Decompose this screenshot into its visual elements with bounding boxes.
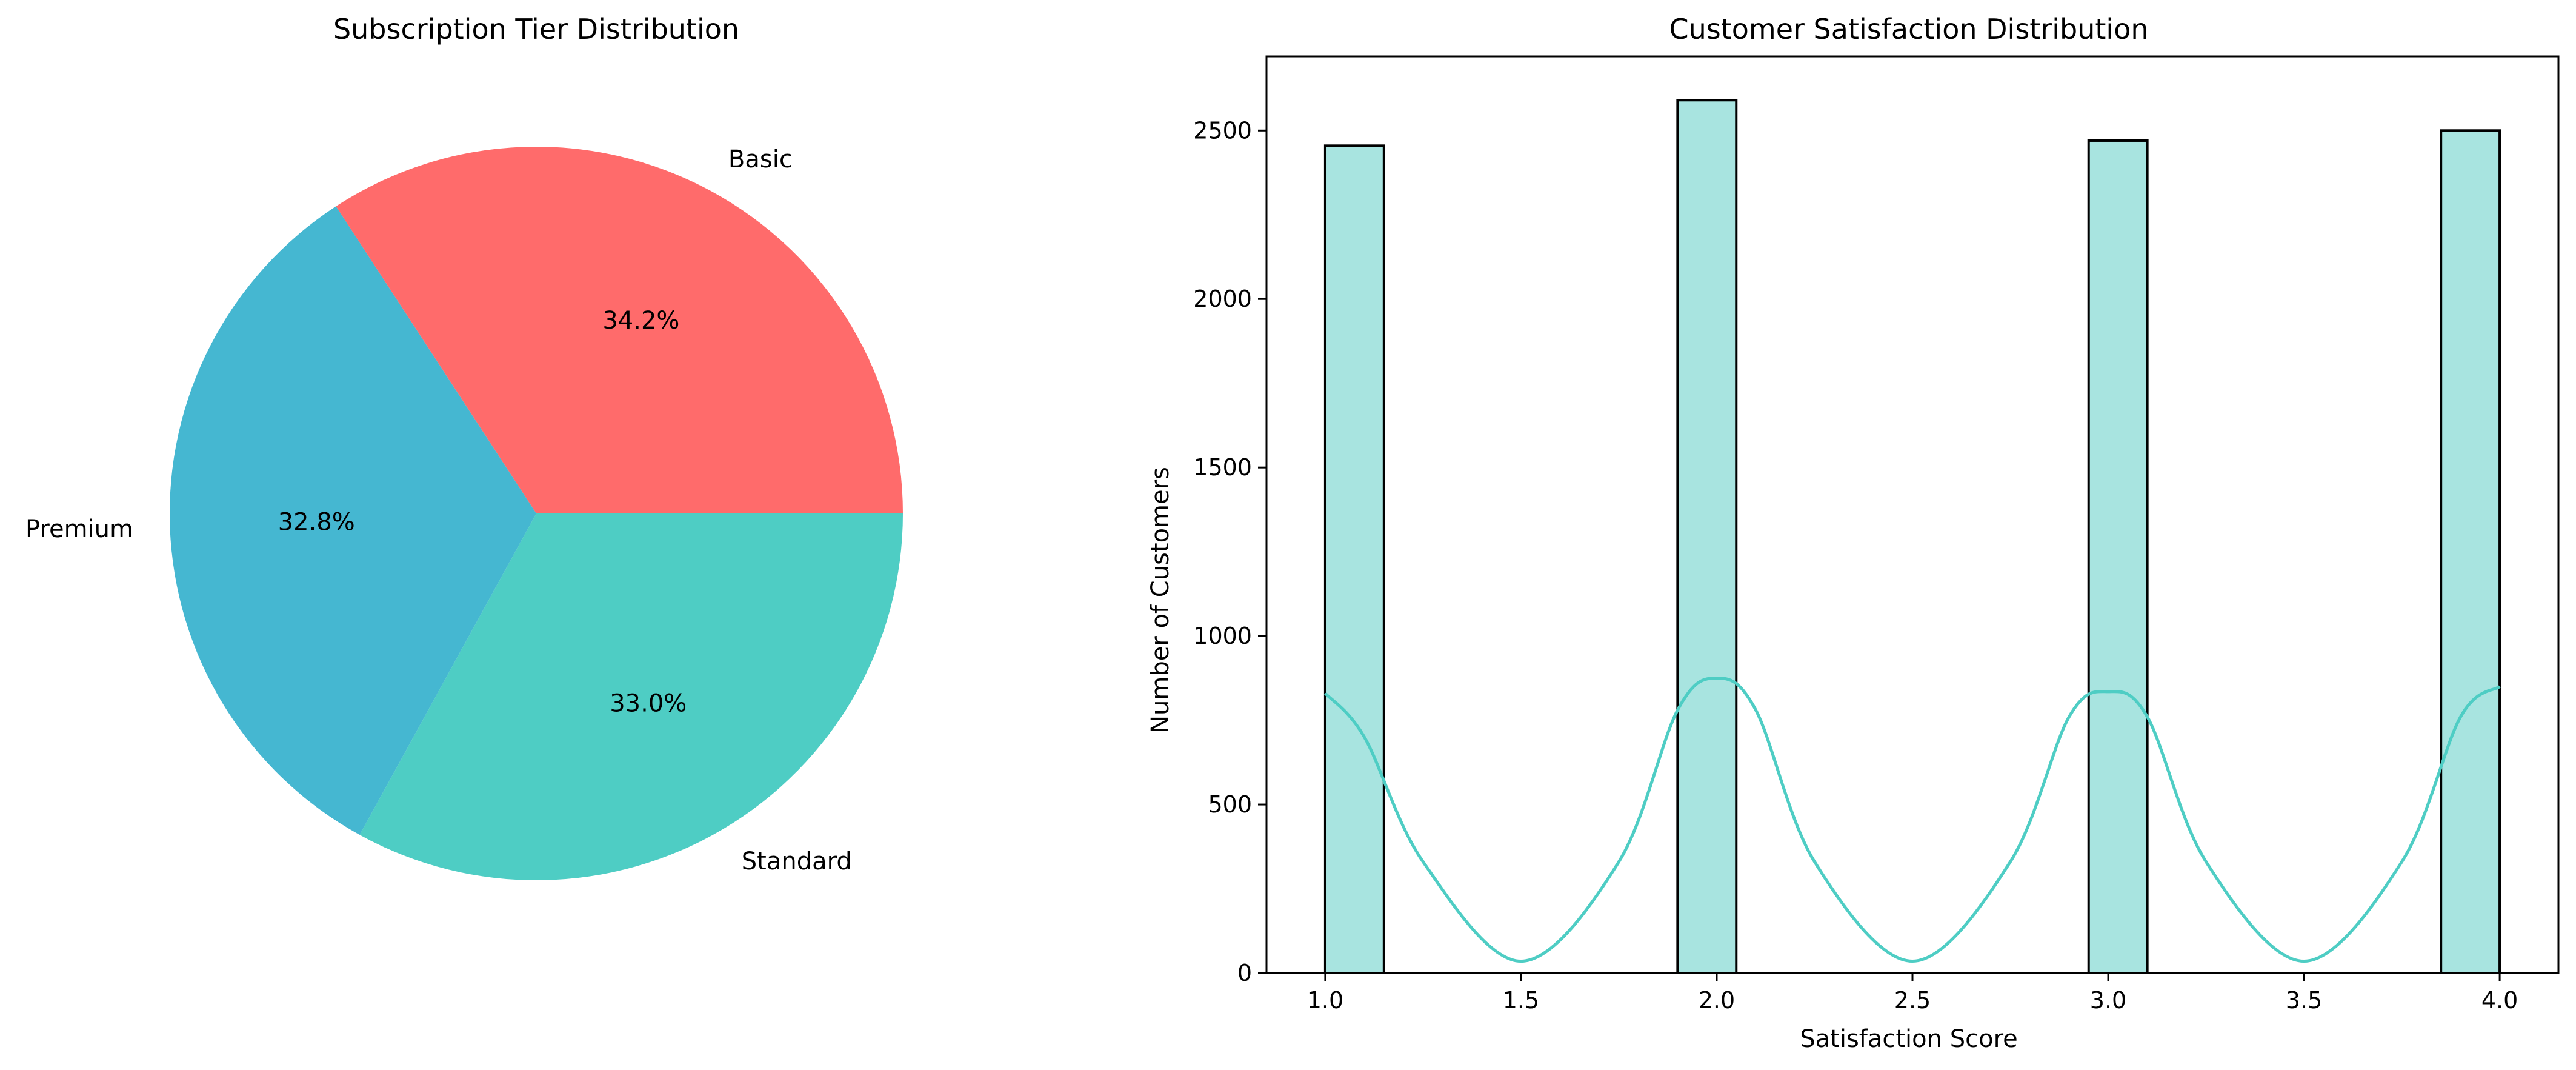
x-tick-label: 1.0	[1307, 987, 1343, 1014]
pie-percent-label-basic: 34.2%	[602, 307, 679, 335]
y-axis-ticks: 0 500 1000 1500 2000 2500	[1193, 117, 1266, 986]
histogram-bar-4	[2440, 129, 2501, 975]
x-tick-label: 2.5	[1894, 987, 1931, 1014]
histogram-bar-1	[1323, 144, 1385, 974]
pie-label-basic: Basic	[728, 145, 793, 173]
pie-chart: Subscription Tier Distribution Basic 34.2…	[25, 13, 903, 880]
pie-labels: Basic 34.2% Premium 32.8% Standard 33.0%	[25, 145, 852, 875]
histogram-chart: Customer Satisfaction Distribution 1.0 1.…	[1147, 13, 2560, 1053]
x-tick-label: 3.5	[2286, 987, 2322, 1014]
y-tick-label: 2000	[1193, 286, 1252, 312]
pie-percent-label-premium: 32.8%	[278, 509, 355, 537]
plot-area-frame	[1265, 55, 2560, 974]
histogram-bars	[1323, 99, 2501, 975]
pie-percent-label-standard: 33.0%	[610, 689, 687, 717]
x-tick-label: 3.0	[2090, 987, 2126, 1014]
pie-label-standard: Standard	[742, 848, 852, 875]
y-tick-label: 500	[1208, 791, 1252, 818]
x-axis-label: Satisfaction Score	[1800, 1025, 2018, 1053]
pie-label-premium: Premium	[25, 515, 133, 543]
y-tick-label: 1000	[1193, 623, 1252, 649]
histogram-bar-3	[2087, 139, 2149, 974]
pie-slice-premium	[169, 206, 537, 835]
y-tick-label: 1500	[1193, 454, 1252, 481]
histogram-bar-2	[1676, 99, 1738, 975]
histogram-chart-title: Customer Satisfaction Distribution	[1669, 13, 2148, 45]
x-tick-label: 2.0	[1699, 987, 1735, 1014]
x-tick-label: 1.5	[1503, 987, 1539, 1014]
y-axis-label: Number of Customers	[1147, 467, 1174, 734]
y-tick-label: 2500	[1193, 117, 1252, 144]
pie-slice-basic	[336, 146, 903, 514]
pie-slices	[169, 146, 903, 880]
x-axis-ticks: 1.0 1.5 2.0 2.5 3.0 3.5 4.0	[1307, 973, 2518, 1014]
pie-chart-title: Subscription Tier Distribution	[333, 13, 739, 45]
pie-slice-standard	[359, 513, 903, 880]
kde-curve	[1324, 677, 2501, 963]
y-tick-label: 0	[1237, 960, 1252, 986]
x-tick-label: 4.0	[2481, 987, 2518, 1014]
